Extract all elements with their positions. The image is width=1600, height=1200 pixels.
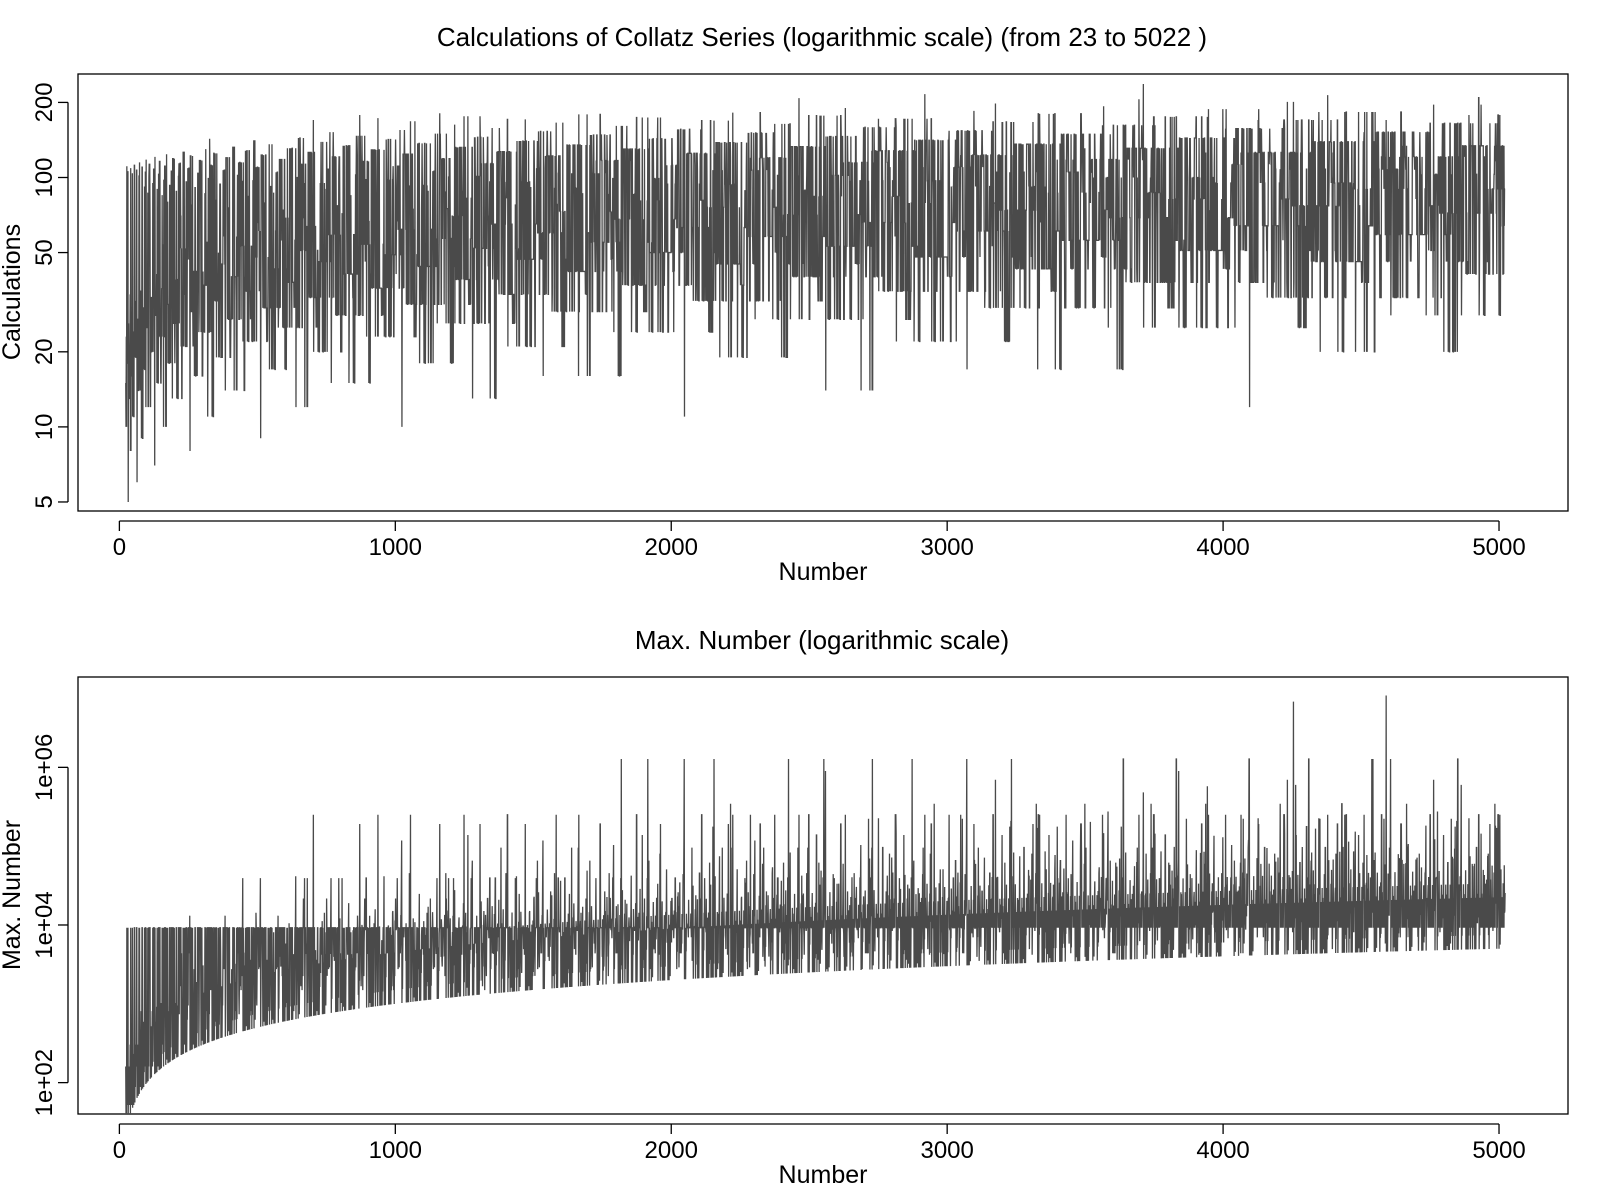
x-axis-label-max-number: Number	[779, 1161, 868, 1189]
chart-title-max-number: Max. Number (logarithmic scale)	[635, 625, 1009, 655]
x-tick-label-calculations: 3000	[920, 534, 973, 561]
y-tick-label-calculations: 5	[31, 495, 58, 508]
x-tick-label-calculations: 1000	[369, 534, 422, 561]
x-tick-label-max-number: 1000	[369, 1137, 422, 1164]
y-tick-label-max-number: 1e+02	[31, 1049, 58, 1116]
y-axis-label-calculations: Calculations	[0, 224, 26, 360]
plot-frame-calculations	[77, 73, 1569, 512]
y-tick-label-calculations: 200	[31, 82, 58, 122]
x-tick-label-calculations: 4000	[1196, 534, 1249, 561]
max-number-panel: Max. Number (logarithmic scale) 0 1000 200…	[0, 625, 1569, 1189]
x-tick-label-max-number: 4000	[1196, 1137, 1249, 1164]
plot-frame-max-number	[77, 676, 1569, 1115]
y-tick-label-max-number: 1e+06	[31, 734, 58, 801]
x-tick-label-calculations: 0	[113, 534, 126, 561]
y-tick-label-calculations: 20	[31, 338, 58, 365]
x-tick-label-max-number: 5000	[1472, 1137, 1525, 1164]
y-tick-label-calculations: 100	[31, 157, 58, 197]
calculations-panel: Calculations of Collatz Series (logarith…	[0, 22, 1569, 586]
x-axis-max-number: 0 1000 2000 3000 4000 5000	[113, 1123, 1526, 1164]
y-axis-label-max-number: Max. Number	[0, 820, 26, 970]
calculations-series-line	[125, 84, 1506, 502]
y-tick-label-max-number: 1e+04	[31, 891, 58, 958]
max-number-series-line	[125, 695, 1506, 1115]
x-tick-label-max-number: 3000	[920, 1137, 973, 1164]
x-tick-label-max-number: 0	[113, 1137, 126, 1164]
x-tick-label-calculations: 5000	[1472, 534, 1525, 561]
x-tick-label-max-number: 2000	[645, 1137, 698, 1164]
y-tick-label-calculations: 50	[31, 239, 58, 266]
x-axis-label-calculations: Number	[779, 558, 868, 586]
y-axis-max-number: 1e+02 1e+04 1e+06	[31, 734, 69, 1116]
x-tick-label-calculations: 2000	[645, 534, 698, 561]
x-axis-calculations: 0 1000 2000 3000 4000 5000	[113, 520, 1526, 561]
y-tick-label-calculations: 10	[31, 414, 58, 441]
y-axis-calculations: 5 10 20 50 100 200	[31, 82, 69, 509]
chart-title-calculations: Calculations of Collatz Series (logarith…	[437, 22, 1207, 52]
calculations-series	[125, 84, 1506, 502]
max-number-series	[125, 695, 1506, 1115]
